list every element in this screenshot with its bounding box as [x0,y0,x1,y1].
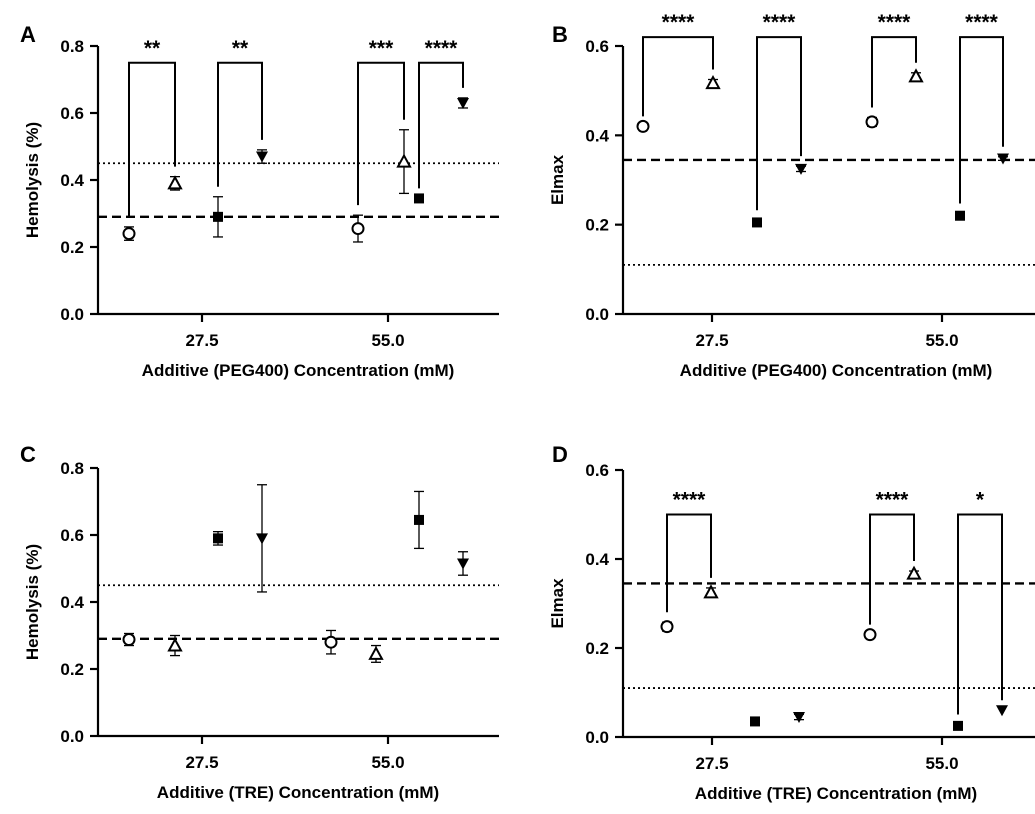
panel-letter: D [552,442,568,467]
significance-label: ** [232,37,249,60]
significance-bracket [666,513,712,613]
significance-label: **** [878,11,912,34]
filled-triangle-down-point [793,711,805,723]
y-tick-label: 0.8 [60,459,84,478]
y-tick-label: 0.0 [60,727,84,746]
x-tick-label: 27.5 [185,753,218,772]
y-tick-label: 0.4 [60,593,84,612]
y-tick-label: 0.0 [585,305,609,324]
open-triangle-up-point [167,175,183,190]
filled-square-point [414,514,424,525]
significance-bracket [957,513,1003,715]
open-triangle-up-point [396,153,412,168]
filled-triangle-down-point [795,163,807,175]
open-circle-point [122,227,136,241]
y-tick-label: 0.0 [60,305,84,324]
open-triangle-up-point [703,584,719,599]
panel-d: D 0.0 0.2 0.4 0.6 27.5 55.0 Additive (TRE) Conc… [548,442,1035,803]
filled-square-point [213,533,223,544]
significance-bracket [128,61,176,217]
open-circle-point [122,633,136,647]
filled-triangle-down-point [457,97,469,109]
open-circle-point [351,222,365,236]
panel-letter: A [20,22,36,47]
x-tick-label: 55.0 [925,754,958,773]
significance-bracket [217,61,263,187]
filled-triangle-down-point [457,558,469,570]
significance-bracket [869,513,915,625]
panel-letter: B [552,22,568,47]
y-tick-label: 0.6 [585,461,609,480]
significance-label: * [976,489,985,512]
significance-bracket [959,36,1004,204]
significance-bracket [418,61,464,189]
open-circle-point [865,115,879,129]
filled-square-point [955,210,965,221]
filled-square-point [750,716,760,727]
y-tick-label: 0.6 [585,37,609,56]
x-axis-label: Additive (TRE) Concentration (mM) [695,784,977,803]
y-tick-label: 0.2 [585,639,609,658]
y-tick-label: 0.8 [60,37,84,56]
y-tick-label: 0.0 [585,728,609,747]
x-tick-label: 55.0 [371,753,404,772]
open-circle-point [324,635,338,649]
open-circle-point [660,620,674,634]
y-tick-label: 0.2 [60,660,84,679]
y-axis-label: Elmax [548,154,567,205]
filled-square-point [752,217,762,228]
panel-letter: C [20,442,36,467]
open-circle-point [636,119,650,133]
open-triangle-up-point [908,68,924,83]
x-tick-label: 27.5 [695,754,728,773]
significance-label: **** [763,11,797,34]
panel-b: B 0.0 0.2 0.4 0.6 27.5 55.0 Additive (PEG400) C… [548,11,1035,380]
open-triangle-up-point [705,74,721,90]
significance-label: **** [965,11,999,34]
significance-bracket [642,36,714,117]
significance-bracket [357,61,405,206]
significance-label: **** [662,11,696,34]
x-axis-label: Additive (PEG400) Concentration (mM) [680,361,993,380]
x-tick-label: 27.5 [185,331,218,350]
significance-label: **** [425,37,459,60]
filled-square-point [213,211,223,222]
open-triangle-up-point [906,565,922,580]
x-tick-label: 27.5 [695,331,728,350]
y-tick-label: 0.6 [60,104,84,123]
filled-triangle-down-point [996,705,1008,717]
panel-c: C 0.0 0.2 0.4 0.6 0.8 27.5 55.0 Additive (TRE) C… [20,442,499,802]
open-triangle-up-point [167,637,183,652]
y-tick-label: 0.6 [60,526,84,545]
filled-triangle-down-point [256,151,268,163]
y-axis-label: Elmax [548,578,567,629]
y-axis-label: Hemolysis (%) [23,544,42,660]
significance-label: **** [876,489,910,512]
significance-bracket [756,36,802,211]
x-tick-label: 55.0 [371,331,404,350]
filled-square-point [953,720,963,731]
y-tick-label: 0.4 [585,126,609,145]
significance-bracket [871,36,917,108]
filled-triangle-down-point [997,153,1009,165]
filled-square-point [414,193,424,204]
panel-a: A 0.0 0.2 0.4 0.6 0.8 27.5 55.0 Additive (PEG400… [20,22,499,380]
x-tick-label: 55.0 [925,331,958,350]
significance-label: **** [673,489,707,512]
y-tick-label: 0.2 [585,216,609,235]
significance-label: ** [144,37,161,60]
y-tick-label: 0.4 [60,171,84,190]
y-axis-label: Hemolysis (%) [23,122,42,238]
x-axis-label: Additive (PEG400) Concentration (mM) [142,361,455,380]
x-axis-label: Additive (TRE) Concentration (mM) [157,783,439,802]
open-circle-point [863,628,877,642]
y-tick-label: 0.4 [585,550,609,569]
y-tick-label: 0.2 [60,238,84,257]
filled-triangle-down-point [256,533,268,545]
open-triangle-up-point [368,645,384,660]
significance-label: *** [369,37,394,60]
